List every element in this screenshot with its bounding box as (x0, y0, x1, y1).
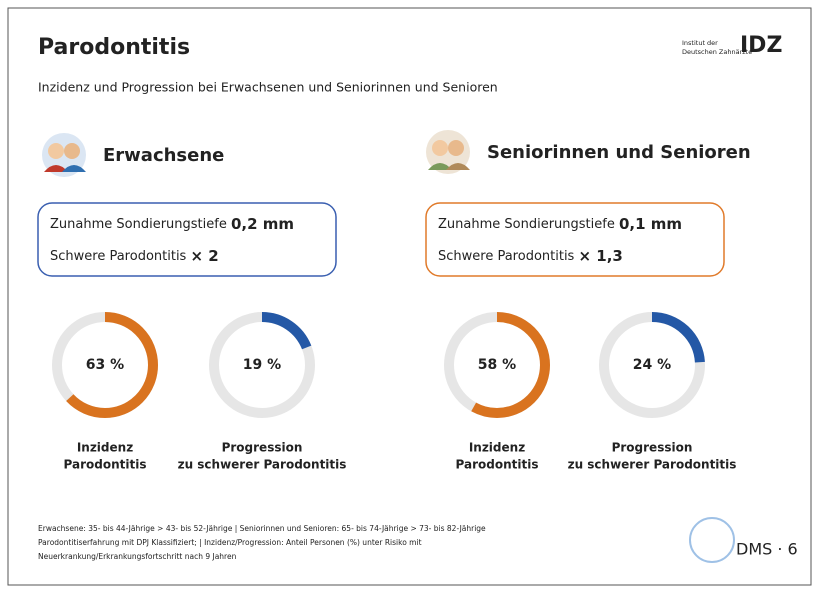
logo-mark: IDZ (740, 33, 782, 58)
donut-value: 58 % (478, 357, 516, 373)
subtitle: Inzidenz und Progression bei Erwachsenen… (38, 80, 498, 95)
donut-label: zu schwerer Parodontitis (178, 458, 347, 472)
senior-icon (426, 130, 470, 174)
info-text: Schwere Parodontitis (438, 249, 575, 264)
footnote: Parodontitiserfahrung mit DPJ Klassifizi… (38, 538, 422, 547)
info-value: 0,1 mm (619, 215, 682, 233)
donut-label: Progression (222, 441, 303, 455)
study-logo: DMS · 6 (736, 540, 798, 559)
info-value: 0,2 mm (231, 215, 294, 233)
donut-label: Inzidenz (469, 441, 525, 455)
donut-label: Parodontitis (456, 458, 539, 472)
donut-label: Parodontitis (64, 458, 147, 472)
logo-text: Institut der (682, 39, 718, 47)
info-line: Zunahme Sondierungstiefe 0,2 mm (50, 215, 294, 233)
group-title: Erwachsene (103, 145, 224, 166)
info-text: Zunahme Sondierungstiefe (438, 217, 615, 232)
adult-icon (42, 133, 86, 177)
info-text: Zunahme Sondierungstiefe (50, 217, 227, 232)
infographic: Parodontitis Inzidenz und Progression be… (0, 0, 819, 593)
info-line: Schwere Parodontitis × 1,3 (438, 247, 623, 265)
donut-label: Inzidenz (77, 441, 133, 455)
donut-label: zu schwerer Parodontitis (568, 458, 737, 472)
info-value: × 2 (190, 247, 218, 265)
info-line: Zunahme Sondierungstiefe 0,1 mm (438, 215, 682, 233)
footnote: Neuerkrankung/Erkrankungsfortschritt nac… (38, 552, 237, 561)
donut-value: 63 % (86, 357, 124, 373)
info-text: Schwere Parodontitis (50, 249, 187, 264)
donut-value: 19 % (243, 357, 281, 373)
frame (8, 8, 811, 585)
title: Parodontitis (38, 35, 190, 60)
info-line: Schwere Parodontitis × 2 (50, 247, 219, 265)
donut-value: 24 % (633, 357, 671, 373)
footnote: Erwachsene: 35- bis 44-Jährige > 43- bis… (38, 524, 486, 533)
group-title: Seniorinnen und Senioren (487, 142, 751, 163)
donut-label: Progression (612, 441, 693, 455)
info-value: × 1,3 (578, 247, 622, 265)
